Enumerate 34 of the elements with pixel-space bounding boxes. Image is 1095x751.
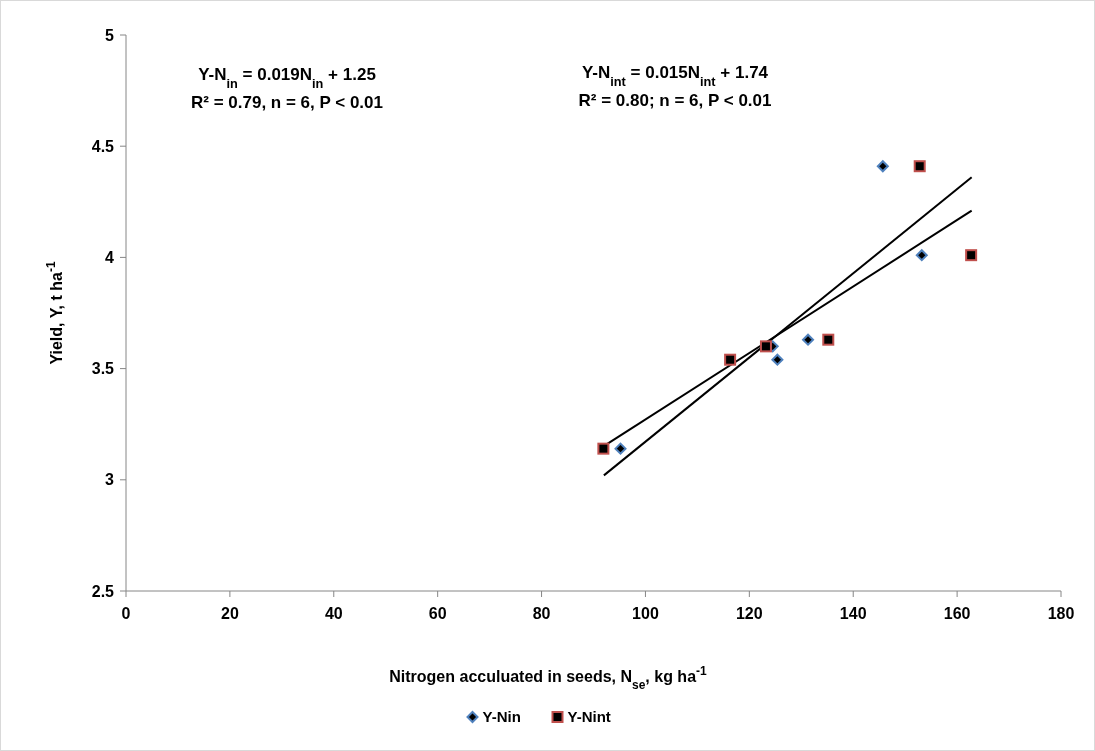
- y-tick-label: 3.5: [91, 360, 115, 378]
- x-tick-label: 40: [324, 605, 343, 622]
- x-tick-label: 20: [220, 605, 239, 622]
- annotation: R² = 0.80; n = 6, P < 0.01: [578, 91, 772, 110]
- point: [771, 353, 784, 366]
- x-tick-label: 100: [632, 605, 659, 622]
- x-tick-label: 120: [735, 605, 763, 622]
- point: [876, 160, 889, 173]
- x-tick-label: 180: [1047, 605, 1075, 622]
- x-tick-label: 140: [839, 605, 867, 622]
- point: [802, 333, 815, 346]
- point: [597, 442, 610, 455]
- annotation: Y-N$_{int}$ = 0.015N$_{int}$ + 1.74: [581, 63, 769, 89]
- point: [822, 333, 835, 346]
- point: [915, 249, 928, 262]
- y-tick-label: 3: [105, 471, 115, 489]
- annotation: Y-N$_{in}$ = 0.019N$_{in}$ + 1.25: [198, 65, 376, 91]
- y-tick-label: 4.5: [91, 137, 115, 155]
- x-tick-label: 160: [943, 605, 971, 622]
- x-tick-label: 60: [428, 605, 447, 622]
- point: [759, 340, 772, 353]
- point: [913, 160, 926, 173]
- x-axis-title: Nitrogen acculuated in seeds, N$_{se}$, kg ha$^{-1}$: [389, 664, 708, 692]
- annotation: R² = 0.79, n = 6, P < 0.01: [191, 93, 383, 112]
- y-tick-label: 5: [105, 26, 115, 44]
- y-tick-label: 4: [105, 249, 115, 266]
- x-tick-label: 0: [121, 605, 131, 622]
- point: [614, 442, 627, 455]
- legend-label: Y-Nint: [567, 708, 611, 725]
- legend-label: Y-Nin: [482, 708, 521, 725]
- point: [965, 249, 978, 262]
- x-tick-label: 80: [532, 605, 551, 622]
- y-tick-label: 2.5: [91, 582, 115, 600]
- point: [724, 353, 737, 366]
